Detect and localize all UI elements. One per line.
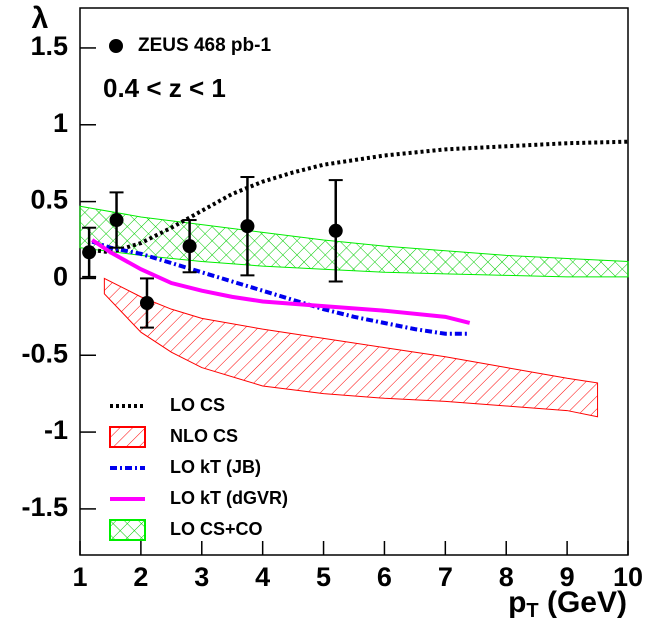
x-tick-label: 8 [499,562,514,592]
y-tick-label: 0.5 [30,185,68,215]
y-tick-label: -1.5 [21,492,68,522]
legend-label: LO CS+CO [170,519,263,539]
line [91,238,471,325]
x-axis-label: pT (GeV) [508,586,627,622]
x-tick-label: 4 [255,562,270,592]
y-tick-label: -0.5 [21,338,68,368]
x-tick-label: 3 [194,562,209,592]
data-point [328,223,343,238]
x-tick-label: 5 [316,562,331,592]
legend-label: ZEUS 468 pb-1 [138,35,271,56]
x-tick-label: 7 [438,562,453,592]
x-tick-label: 1 [72,562,87,592]
y-tick-label: 1.5 [30,31,68,61]
band [79,205,629,278]
legend-marker [109,39,123,53]
legend-label: LO kT (JB) [170,457,261,477]
y-tick-label: 0 [53,262,68,292]
x-tick-label: 9 [560,562,575,592]
data-point [139,296,154,311]
plot-frame [79,7,629,556]
legend-marker [109,519,146,541]
x-tick-label: 10 [613,562,643,592]
y-axis-label: λ [32,2,49,35]
data-point [240,219,255,234]
x-tick-label: 6 [377,562,392,592]
annotation: 0.4 < z < 1 [103,73,226,103]
data-point [109,213,124,228]
data-point [82,245,97,260]
legend-label: LO kT (dGVR) [170,488,288,508]
legend-label: LO CS [170,395,225,415]
y-tick-label: -1 [44,415,68,445]
legend-label: NLO CS [170,426,238,446]
line [91,239,470,336]
legend-marker [109,426,146,448]
x-tick-label: 2 [133,562,148,592]
band [103,277,599,418]
line [85,139,629,255]
y-tick-label: 1 [53,108,68,138]
data-point [182,239,197,254]
